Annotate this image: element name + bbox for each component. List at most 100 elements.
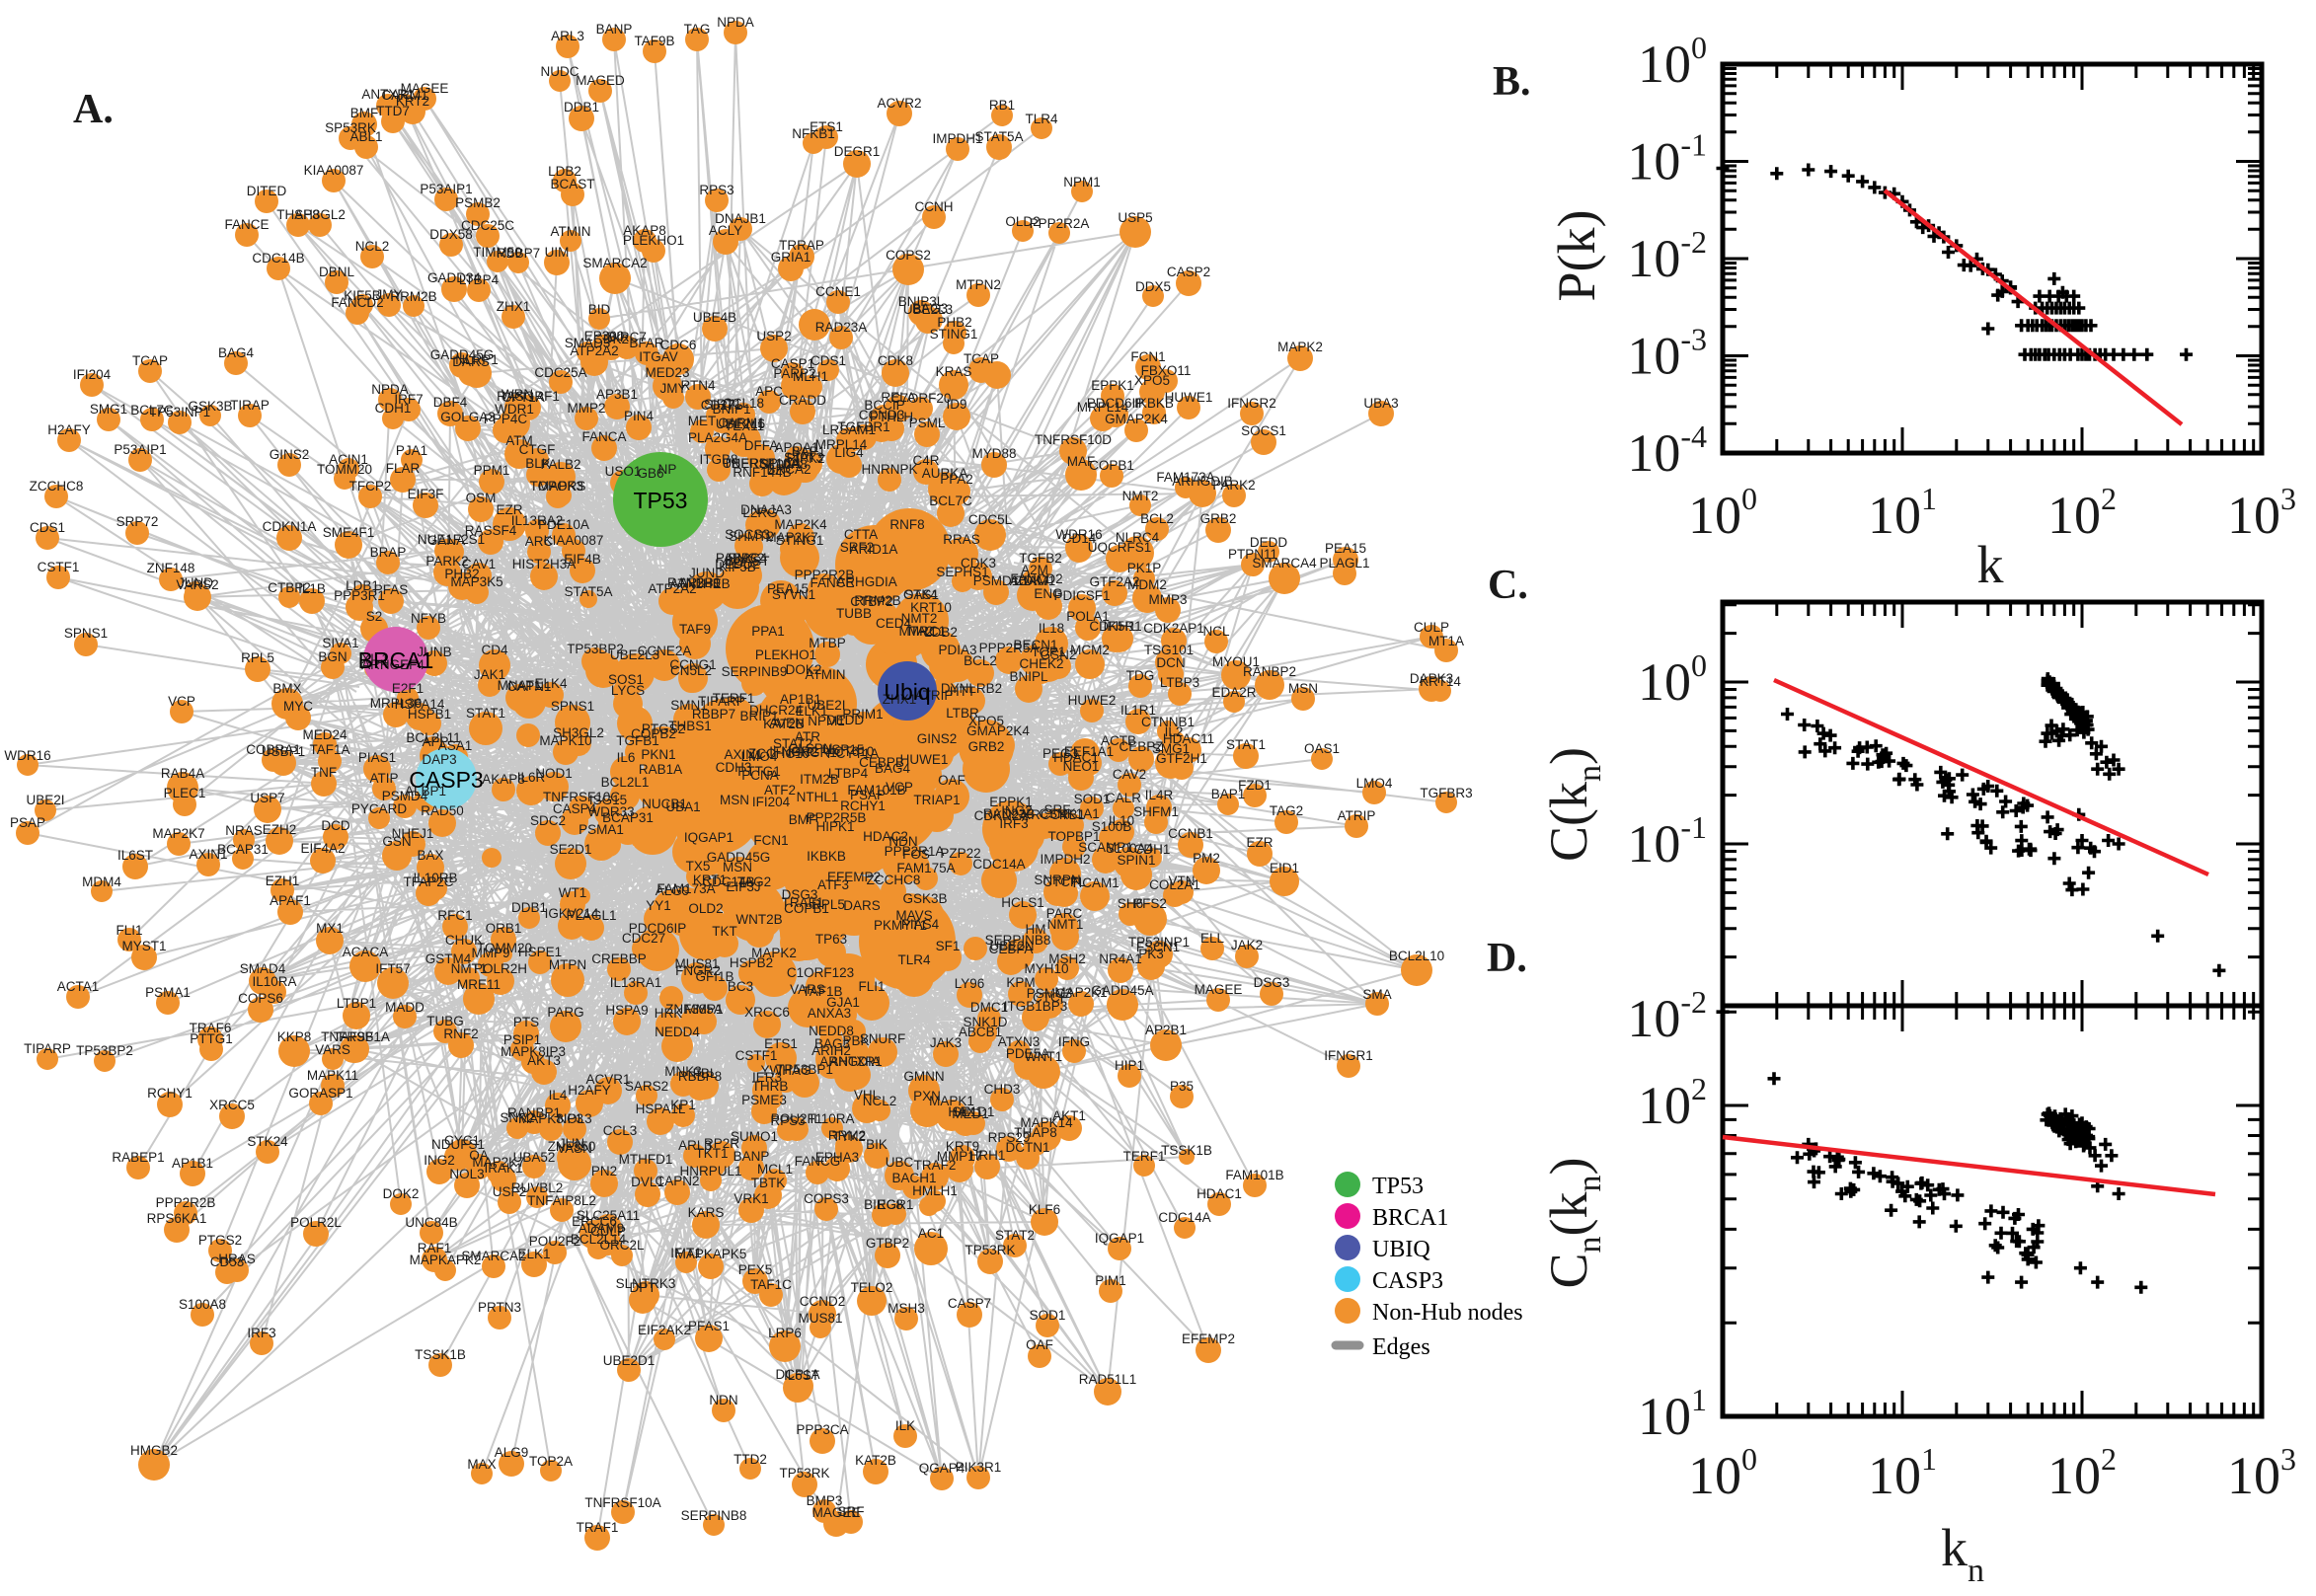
- svg-text:MSN: MSN: [1288, 681, 1318, 696]
- svg-text:KKP8: KKP8: [277, 1029, 312, 1044]
- svg-text:SEPHS1: SEPHS1: [936, 565, 988, 579]
- svg-text:ARHGEF4: ARHGEF4: [361, 657, 425, 672]
- svg-text:MMP9: MMP9: [471, 946, 509, 960]
- svg-text:TRAF2: TRAF2: [914, 1158, 957, 1173]
- svg-text:IL4R: IL4R: [1145, 788, 1174, 802]
- svg-text:MAP2K7: MAP2K7: [152, 826, 204, 841]
- svg-text:BRCA1: BRCA1: [1372, 1205, 1448, 1231]
- svg-text:OAF: OAF: [938, 773, 965, 788]
- svg-text:TIRAP: TIRAP: [230, 398, 270, 413]
- svg-text:ATRIP: ATRIP: [1338, 808, 1376, 823]
- svg-text:PLAGL1: PLAGL1: [1319, 556, 1369, 570]
- svg-text:EDA2R: EDA2R: [1211, 685, 1256, 700]
- svg-text:SDC2: SDC2: [530, 813, 566, 828]
- svg-text:TAF9B: TAF9B: [333, 1029, 373, 1044]
- svg-text:CCL18: CCL18: [723, 396, 764, 411]
- svg-text:USO1: USO1: [605, 464, 642, 479]
- svg-text:IMPDH1: IMPDH1: [932, 131, 982, 146]
- svg-text:DFFA: DFFA: [744, 438, 779, 453]
- svg-text:MAPK10: MAPK10: [539, 733, 591, 748]
- svg-text:DOK2: DOK2: [786, 662, 822, 677]
- svg-text:EIF2AK2: EIF2AK2: [638, 1323, 691, 1337]
- svg-text:PDCD6IP: PDCD6IP: [1087, 396, 1145, 411]
- svg-text:SARS2: SARS2: [625, 1079, 668, 1094]
- svg-text:HRAS: HRAS: [218, 1252, 256, 1266]
- svg-text:HUWE2: HUWE2: [1068, 693, 1117, 708]
- svg-text:ALG9: ALG9: [495, 1445, 529, 1460]
- svg-text:LTBP4: LTBP4: [459, 272, 500, 287]
- svg-text:DITED: DITED: [247, 184, 287, 198]
- svg-text:ACTA1: ACTA1: [57, 979, 100, 994]
- svg-text:EIF3F: EIF3F: [408, 487, 444, 501]
- svg-text:SERPINB8: SERPINB8: [681, 1508, 747, 1523]
- svg-text:PKN1: PKN1: [641, 747, 675, 762]
- svg-text:HIST2H3A: HIST2H3A: [512, 557, 577, 571]
- svg-text:SME4F1: SME4F1: [323, 525, 375, 540]
- svg-text:LMO4: LMO4: [741, 749, 778, 764]
- svg-text:LTBP4: LTBP4: [828, 766, 869, 781]
- svg-text:THAP8: THAP8: [1014, 1125, 1057, 1140]
- svg-text:ARHGDIB: ARHGDIB: [1172, 474, 1233, 489]
- svg-text:PJA1: PJA1: [396, 443, 427, 458]
- svg-text:MSH2: MSH2: [1048, 951, 1086, 966]
- svg-text:TFAP2C: TFAP2C: [403, 874, 453, 889]
- svg-text:PARK2: PARK2: [1212, 478, 1255, 493]
- svg-text:VARS2: VARS2: [176, 577, 218, 592]
- svg-text:IL1R1: IL1R1: [1120, 703, 1156, 718]
- svg-text:SP53RK: SP53RK: [325, 120, 376, 135]
- svg-text:NFYB: NFYB: [411, 611, 446, 626]
- svg-text:SYVN1: SYVN1: [772, 587, 815, 602]
- svg-text:KRT9: KRT9: [946, 1139, 979, 1154]
- svg-text:STAT2: STAT2: [995, 1228, 1035, 1243]
- svg-text:TP53: TP53: [634, 488, 688, 513]
- svg-text:GADD45A: GADD45A: [1091, 983, 1153, 998]
- svg-text:HNRPUL1: HNRPUL1: [679, 1164, 741, 1178]
- svg-text:DNAJA3: DNAJA3: [740, 502, 792, 517]
- svg-text:CDK3: CDK3: [961, 556, 996, 570]
- svg-text:TNFAIP8L2: TNFAIP8L2: [527, 1193, 596, 1208]
- svg-text:FCN1: FCN1: [1130, 349, 1165, 364]
- svg-text:RPL5: RPL5: [241, 650, 274, 665]
- svg-text:NLRP1: NLRP1: [455, 352, 499, 367]
- svg-text:MAPK3: MAPK3: [538, 479, 583, 494]
- svg-text:TICAM1: TICAM1: [1070, 875, 1119, 890]
- svg-text:LY96: LY96: [955, 976, 985, 991]
- svg-text:OAS1: OAS1: [1304, 741, 1340, 756]
- svg-text:PCYT1A: PCYT1A: [827, 746, 880, 761]
- svg-text:CDC6: CDC6: [660, 338, 697, 352]
- svg-text:PEA15: PEA15: [767, 581, 809, 596]
- svg-text:JMY: JMY: [376, 287, 403, 302]
- svg-text:MX1: MX1: [316, 921, 344, 936]
- svg-text:GINS2: GINS2: [917, 731, 958, 746]
- svg-text:CDS1: CDS1: [30, 520, 65, 535]
- svg-text:TBTK: TBTK: [751, 1176, 786, 1190]
- svg-text:CREBBP: CREBBP: [591, 951, 647, 966]
- svg-text:RBBP7: RBBP7: [497, 246, 540, 261]
- svg-text:OA: OA: [469, 1148, 489, 1163]
- svg-text:POLR2L: POLR2L: [290, 1215, 342, 1230]
- svg-text:CN5L2: CN5L2: [670, 663, 712, 678]
- svg-text:MAP2K4: MAP2K4: [774, 517, 827, 532]
- svg-text:CDK7: CDK7: [1014, 573, 1049, 588]
- svg-text:CLSPN: CLSPN: [788, 741, 832, 756]
- svg-text:CTCF: CTCF: [1033, 990, 1068, 1005]
- svg-text:FANCA: FANCA: [581, 429, 626, 444]
- svg-text:APOA1: APOA1: [774, 440, 818, 455]
- svg-text:IMPDH2: IMPDH2: [1040, 852, 1090, 867]
- svg-text:YWHAG: YWHAG: [760, 1063, 811, 1078]
- svg-text:A.: A.: [73, 87, 114, 132]
- svg-text:BCL2L14: BCL2L14: [571, 1232, 627, 1247]
- svg-text:TOP2A: TOP2A: [529, 1454, 573, 1469]
- svg-text:FBL: FBL: [693, 1066, 718, 1081]
- svg-text:DYNLRB2: DYNLRB2: [941, 681, 1002, 696]
- svg-text:NUE1F2S1: NUE1F2S1: [418, 532, 485, 547]
- svg-text:BC3: BC3: [728, 979, 753, 994]
- svg-text:NDUFS1: NDUFS1: [431, 1137, 485, 1152]
- svg-text:APC: APC: [755, 384, 783, 399]
- svg-text:GTBP2: GTBP2: [866, 1236, 909, 1251]
- svg-text:MCM2: MCM2: [1070, 643, 1110, 657]
- svg-text:IRF7: IRF7: [394, 392, 423, 407]
- svg-text:WDR16: WDR16: [1055, 527, 1102, 542]
- svg-text:FLI1: FLI1: [858, 979, 885, 994]
- svg-text:DDX5: DDX5: [1135, 279, 1171, 294]
